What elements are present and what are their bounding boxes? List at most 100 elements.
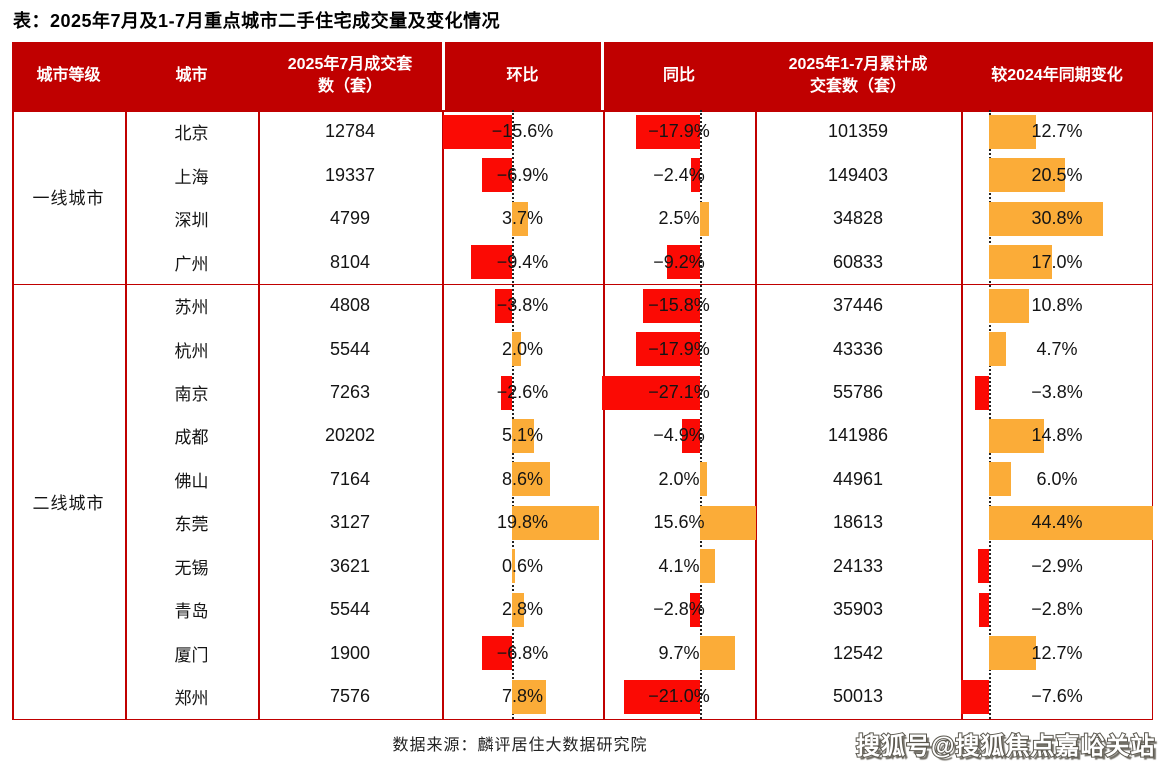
chg-bar: [989, 288, 1029, 323]
jul-units-cell: 4808: [329, 295, 371, 316]
mom-value-label: −6.8%: [496, 642, 549, 663]
grid-vertical-line: [603, 110, 605, 719]
cum-units-cell: 24133: [832, 555, 884, 576]
chg-value-label: −7.6%: [1031, 686, 1083, 707]
chg-bar: [989, 505, 1154, 540]
cum-units-cell: 34828: [832, 208, 884, 229]
mom-bar: [512, 332, 521, 367]
watermark-sohu: 搜狐号@搜狐焦点嘉峪关站: [855, 732, 1156, 761]
cum-units-cell: 141986: [827, 425, 889, 446]
jul-units-cell: 4799: [329, 208, 371, 229]
cum-units-cell: 55786: [832, 382, 884, 402]
yoy-bar: [635, 332, 700, 367]
cum-units-cell: 60833: [832, 251, 884, 272]
yoy-bar: [700, 549, 715, 584]
grid-horizontal-line: [12, 110, 1153, 112]
mom-value-label: 8.6%: [501, 468, 544, 489]
chg-bar: [989, 636, 1036, 671]
yoy-value-label: −21.0%: [648, 686, 710, 707]
yoy-bar: [666, 245, 700, 280]
chg-value-label: −2.8%: [1031, 599, 1083, 620]
chg-value-label: 10.8%: [1031, 295, 1083, 316]
jul-units-cell: 20202: [324, 425, 376, 446]
city-name-cell: 成都: [174, 428, 209, 448]
chg-bar: [989, 158, 1065, 193]
chg-bar: [989, 245, 1052, 280]
yoy-value-label: −2.8%: [653, 599, 705, 620]
mom-bar: [512, 679, 547, 714]
cum-units-cell: 43336: [832, 338, 884, 359]
yoy-value-label: −17.9%: [648, 338, 710, 359]
mom-value-label: −2.6%: [496, 382, 549, 402]
chg-bar: [989, 462, 1012, 497]
jul-units-cell: 8104: [329, 251, 371, 272]
yoy-value-label: −9.2%: [653, 251, 705, 272]
chg-value-label: 4.7%: [1036, 338, 1078, 359]
header-yoy: 同比: [662, 67, 695, 85]
yoy-value-label: 4.1%: [658, 555, 700, 576]
mom-bar: [512, 462, 550, 497]
yoy-bar: [635, 114, 700, 149]
city-name-cell: 佛山: [174, 471, 209, 491]
yoy-value-label: −4.9%: [653, 425, 705, 446]
mom-value-label: 3.7%: [501, 208, 544, 229]
jul-units-cell: 19337: [324, 164, 376, 185]
grid-vertical-line: [1151, 110, 1153, 719]
mom-value-label: −3.8%: [496, 295, 549, 316]
header-cell-separator: [601, 42, 604, 110]
chg-value-label: −3.8%: [1031, 382, 1083, 402]
chg-bar: [974, 375, 989, 410]
header-city-tier: 城市等级: [36, 67, 101, 85]
chg-bar: [989, 201, 1103, 236]
yoy-bar: [682, 418, 700, 453]
mom-value-label: 7.8%: [501, 686, 544, 707]
jul-units-cell: 7263: [329, 382, 371, 402]
jul-units-cell: 7576: [329, 686, 371, 707]
mom-bar: [512, 505, 600, 540]
mom-bar: [512, 201, 529, 236]
header-cum-units: 2025年1-7月累计成 交套数（套）: [788, 56, 928, 95]
city-name-cell: 郑州: [174, 689, 209, 709]
jul-units-cell: 1900: [329, 642, 371, 663]
yoy-value-label: 9.7%: [658, 642, 700, 663]
mom-bar: [512, 549, 515, 584]
chg-bar: [978, 549, 989, 584]
tier-label-cell: 二线城市: [32, 493, 105, 513]
yoy-value-label: −2.4%: [653, 164, 705, 185]
mom-bar: [495, 288, 512, 323]
cum-units-cell: 50013: [832, 686, 884, 707]
city-name-cell: 广州: [174, 254, 209, 274]
cum-units-cell: 12542: [832, 642, 884, 663]
mom-value-label: 5.1%: [501, 425, 544, 446]
yoy-bar: [602, 375, 700, 410]
chg-value-label: 14.8%: [1031, 425, 1083, 446]
mom-value-label: 19.8%: [496, 512, 549, 533]
jul-units-cell: 5544: [329, 599, 371, 620]
cum-units-cell: 101359: [827, 121, 889, 142]
mom-bar: [470, 245, 512, 280]
mom-value-label: −6.9%: [496, 164, 549, 185]
chg-value-label: 30.8%: [1031, 208, 1083, 229]
mom-value-label: 0.6%: [501, 555, 544, 576]
table-title: 表：2025年7月及1-7月重点城市二手住宅成交量及变化情况: [13, 11, 501, 31]
chg-value-label: 6.0%: [1036, 468, 1078, 489]
yoy-bar: [689, 592, 700, 627]
jul-units-cell: 3621: [329, 555, 371, 576]
cum-units-cell: 35903: [832, 599, 884, 620]
chg-value-label: 12.7%: [1031, 121, 1083, 142]
city-name-cell: 青岛: [174, 602, 209, 622]
city-name-cell: 北京: [174, 124, 209, 144]
mom-bar: [482, 636, 512, 671]
cum-units-cell: 37446: [832, 295, 884, 316]
header-chg-2024: 较2024年同期变化: [991, 67, 1123, 85]
city-name-cell: 南京: [174, 385, 209, 404]
data-source-note: 数据来源：麟评居住大数据研究院: [392, 737, 648, 754]
city-name-cell: 东莞: [174, 515, 209, 535]
header-mom: 环比: [506, 67, 539, 85]
chg-bar: [960, 679, 989, 714]
table-header-row: 城市等级 城市 2025年7月成交套 数（套） 环比 同比 2025年1-7月累…: [12, 42, 1153, 110]
chg-value-label: 20.5%: [1031, 164, 1083, 185]
header-cell-separator: [442, 42, 445, 110]
grid-vertical-line: [125, 110, 127, 719]
